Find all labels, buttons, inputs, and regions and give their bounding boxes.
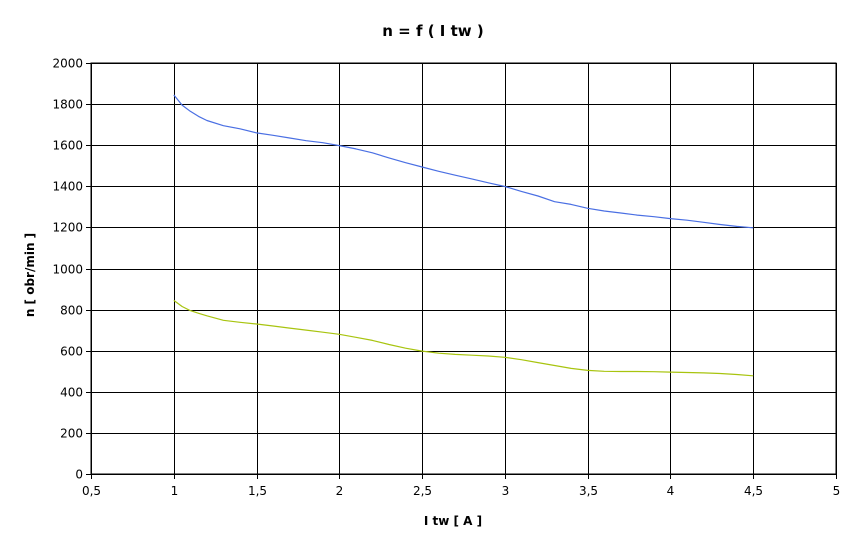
- x-tick-label: 0,5: [82, 484, 101, 498]
- y-tick-label: 1000: [52, 263, 83, 277]
- y-tick-label: 200: [60, 427, 83, 441]
- x-tick-label: 2,5: [413, 484, 432, 498]
- x-tick-label: 1: [171, 484, 179, 498]
- x-tick-label: 4,5: [744, 484, 763, 498]
- x-tick-labels: 0,5 1 1,5 2 2,5 3 3,5 4 4,5 5: [82, 484, 840, 498]
- y-tick-label: 400: [60, 386, 83, 400]
- axes: [86, 63, 837, 479]
- series-line-2: [173, 299, 754, 377]
- series-line-1: [173, 94, 754, 229]
- y-tick-label: 0: [75, 468, 83, 482]
- x-tick-label: 4: [667, 484, 675, 498]
- y-tick-label: 1800: [52, 98, 83, 112]
- y-axis-title: n [ obr/min ]: [23, 233, 37, 317]
- y-tick-label: 2000: [52, 57, 83, 71]
- y-tick-label: 1200: [52, 221, 83, 235]
- plot-area: [90, 62, 837, 475]
- y-tick-label: 1600: [52, 139, 83, 153]
- x-tick-label: 1,5: [248, 484, 267, 498]
- x-tick-label: 5: [833, 484, 841, 498]
- y-tick-labels: 0 200 400 600 800 1000 1200 1400 1600 1800 2000: [52, 57, 83, 482]
- y-tick-label: 1400: [52, 180, 83, 194]
- x-axis-title: I tw [ A ]: [424, 514, 482, 528]
- chart-title: n = f ( I tw ): [382, 22, 483, 40]
- x-tick-label: 3,5: [579, 484, 598, 498]
- y-tick-label: 600: [60, 345, 83, 359]
- x-tick-label: 3: [502, 484, 510, 498]
- x-tick-label: 2: [336, 484, 344, 498]
- y-tick-label: 800: [60, 304, 83, 318]
- grid-lines: [90, 62, 837, 475]
- series-lines: [173, 94, 754, 377]
